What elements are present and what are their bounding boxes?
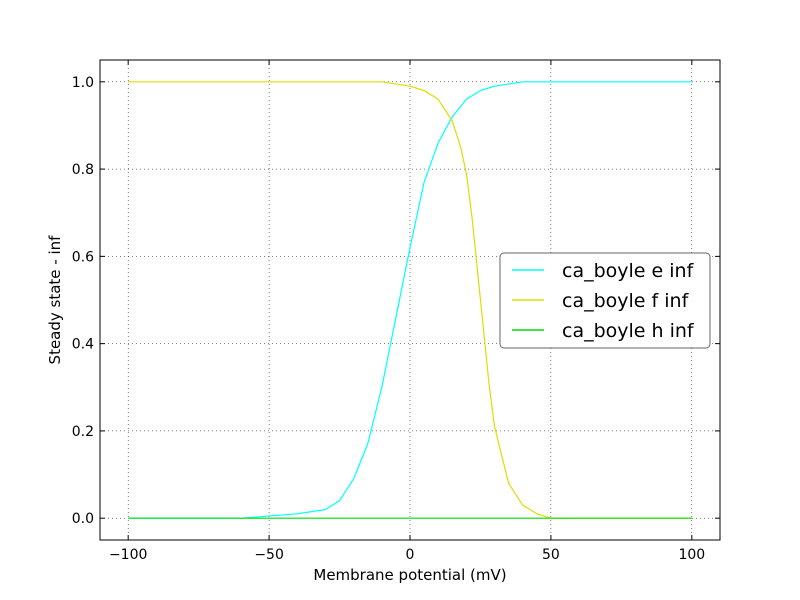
y-tick-label: 0.4 — [72, 337, 94, 353]
legend: ca_boyle e inf ca_boyle f inf ca_boyle h i… — [499, 252, 711, 349]
legend-frame — [499, 252, 711, 349]
legend-label-0: ca_boyle e inf — [562, 260, 695, 282]
legend-label-2: ca_boyle h inf — [562, 320, 695, 342]
x-tick-label: 0 — [406, 547, 415, 563]
series-line-0 — [128, 81, 692, 519]
y-tick-label: 0.6 — [72, 249, 94, 265]
y-tick-label: 0.0 — [72, 511, 94, 527]
x-tick-label: 100 — [678, 547, 705, 563]
series-layer — [128, 81, 692, 519]
y-tick-label: 0.2 — [72, 424, 94, 440]
series-line-1 — [128, 81, 692, 519]
legend-label-1: ca_boyle f inf — [562, 290, 690, 312]
y-tick-label: 1.0 — [72, 75, 94, 91]
x-tick-label: −50 — [254, 547, 284, 563]
x-tick-label: 50 — [542, 547, 560, 563]
tick-layer: −100 −50 0 50 100 0.0 0.2 0.4 0.6 0.8 1.0 — [72, 60, 720, 563]
y-axis-label: Steady state - inf — [46, 235, 64, 365]
x-tick-label: −100 — [109, 547, 147, 563]
y-tick-label: 0.8 — [72, 162, 94, 178]
x-axis-label: Membrane potential (mV) — [313, 566, 506, 584]
